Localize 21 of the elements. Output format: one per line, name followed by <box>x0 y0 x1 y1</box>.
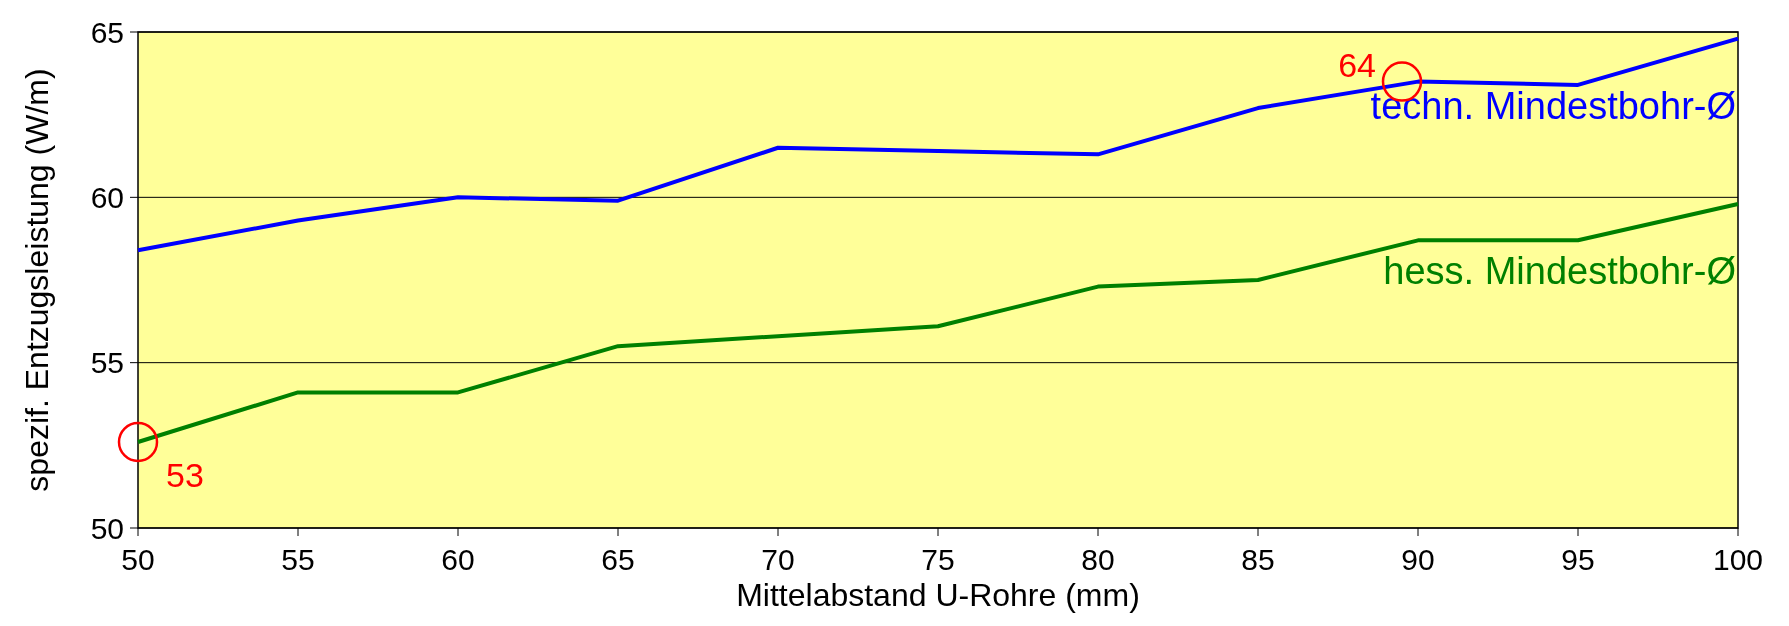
y-tick-label: 65 <box>90 15 124 49</box>
x-tick-label: 85 <box>1241 543 1275 576</box>
series-label: techn. Mindestbohr-Ø <box>1370 84 1736 127</box>
y-tick-label: 50 <box>90 511 124 545</box>
y-tick-label: 60 <box>90 180 124 214</box>
y-tick-label: 55 <box>90 346 124 380</box>
x-axis-title: Mittelabstand U-Rohre (mm) <box>736 577 1140 613</box>
x-tick-label: 95 <box>1561 543 1595 576</box>
annotation: 53 <box>166 456 204 495</box>
x-tick-label: 100 <box>1712 543 1764 576</box>
series-label: hess. Mindestbohr-Ø <box>1383 249 1736 292</box>
y-axis-title: spezif. Entzugsleistung (W/m) <box>19 68 55 492</box>
x-tick-label: 65 <box>601 543 635 576</box>
x-tick-label: 60 <box>441 543 475 576</box>
x-tick-label: 75 <box>921 543 955 576</box>
x-tick-label: 55 <box>281 543 315 576</box>
annotation: 64 <box>1338 45 1376 84</box>
x-tick-label: 70 <box>761 543 795 576</box>
x-tick-label: 80 <box>1081 543 1115 576</box>
x-tick-label: 90 <box>1401 543 1435 576</box>
x-tick-label: 50 <box>121 543 155 576</box>
